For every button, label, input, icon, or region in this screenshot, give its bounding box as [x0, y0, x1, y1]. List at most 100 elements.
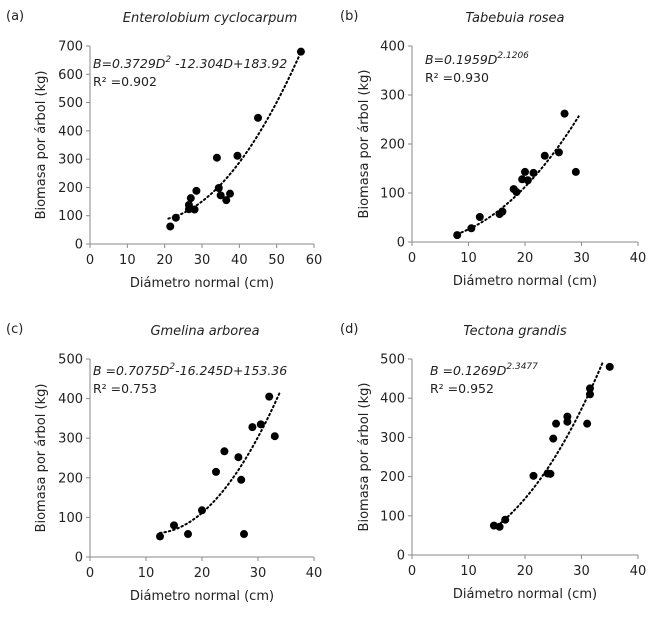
chart-panel-2: (b) Tabebuia rosea 0 100 200 300 400 0 10 20 30 40 D…: [340, 9, 646, 289]
y-axis-label: Biomasa por árbol (kg): [34, 384, 49, 533]
regression-equation: B=0.1959D2.1206: [425, 51, 529, 67]
data-point: [216, 191, 225, 200]
x-tick-label: 10: [460, 564, 477, 579]
equation-exponent: 2.3477: [506, 362, 538, 372]
trend-line: [167, 46, 304, 220]
y-tick-label: 0: [397, 549, 405, 564]
x-tick-label: 50: [268, 253, 285, 268]
trend-line: [159, 390, 282, 534]
x-tick-label: 20: [517, 564, 534, 579]
x-axis-label: Diámetro normal (cm): [130, 589, 274, 604]
x-tick-label: 10: [460, 251, 477, 266]
y-axis-label: Biomasa por árbol (kg): [357, 70, 372, 219]
data-point: [254, 113, 262, 122]
trend-line: [492, 360, 604, 530]
data-point: [467, 224, 476, 233]
chart-panel-4: (d) Tectona grandis 0 100 200 300 400 500 0 10 20 3…: [340, 322, 646, 602]
data-point: [583, 419, 592, 428]
data-point: [233, 151, 242, 160]
data-point: [265, 392, 274, 401]
data-point: [546, 469, 555, 478]
equation-main: B =0.1269D: [430, 363, 507, 378]
data-point: [212, 467, 220, 476]
data-point: [170, 521, 178, 530]
data-point: [184, 200, 193, 209]
data-point: [248, 423, 257, 432]
x-axis-label: Diámetro normal (cm): [130, 276, 274, 291]
x-tick-label: 0: [86, 566, 94, 581]
data-point: [192, 186, 201, 195]
x-tick-label: 30: [573, 251, 590, 266]
y-tick-label: 0: [397, 236, 405, 251]
y-tick-label: 400: [58, 124, 83, 139]
equation-exponent: 2.1206: [497, 51, 529, 61]
y-tick-label: 100: [380, 187, 405, 202]
data-point: [552, 419, 561, 428]
equation-tail: -12.304D+183.92: [171, 56, 287, 71]
y-tick-label: 200: [58, 471, 83, 486]
equation-exponent: 2: [165, 55, 171, 65]
r-squared: R² =0.753: [93, 381, 157, 396]
x-tick-label: 30: [573, 564, 590, 579]
y-tick-label: 500: [58, 96, 83, 111]
data-point: [166, 222, 175, 231]
panel-label: (b): [340, 9, 358, 24]
y-tick-label: 200: [380, 138, 405, 153]
x-tick-label: 40: [630, 251, 647, 266]
data-point: [198, 506, 206, 515]
y-tick-label: 700: [58, 40, 83, 55]
x-axis-label: Diámetro normal (cm): [453, 274, 597, 289]
x-tick-label: 10: [119, 253, 136, 268]
y-tick-label: 100: [58, 209, 83, 224]
x-tick-label: 40: [306, 566, 323, 581]
data-point: [171, 213, 180, 222]
x-tick-label: 10: [138, 566, 155, 581]
x-tick-label: 0: [408, 564, 416, 579]
x-tick-label: 30: [250, 566, 267, 581]
data-point: [453, 231, 462, 240]
data-point: [256, 420, 265, 429]
y-tick-label: 300: [380, 89, 405, 104]
data-point: [296, 47, 305, 56]
trend-line: [456, 115, 580, 236]
regression-equation: B=0.3729D2 -12.304D+183.92: [93, 55, 287, 71]
data-point: [184, 530, 192, 539]
equation-exponent: 2: [169, 362, 175, 372]
x-tick-label: 20: [194, 566, 211, 581]
data-point: [270, 432, 279, 441]
chart-panel-1: (a) Enterolobium cyclocarpum0100200300400…: [6, 9, 322, 291]
data-point: [523, 176, 532, 185]
data-point: [237, 475, 246, 484]
panel-label: (a): [6, 9, 24, 24]
x-tick-label: 0: [408, 251, 416, 266]
data-point: [549, 434, 558, 443]
chart-title: Tabebuia rosea: [465, 11, 564, 26]
y-tick-label: 200: [380, 470, 405, 485]
regression-equation: B =0.1269D2.3477: [430, 362, 538, 378]
panel-label: (c): [6, 322, 23, 337]
regression-equation: B =0.7075D2-16.245D+153.36: [93, 362, 287, 378]
y-tick-label: 500: [58, 353, 83, 368]
data-point: [571, 167, 580, 176]
equation-tail: -16.245D+153.36: [175, 363, 287, 378]
x-tick-label: 30: [194, 253, 211, 268]
data-point: [156, 532, 164, 541]
data-point: [540, 151, 549, 160]
equation-main: B =0.7075D: [93, 363, 170, 378]
data-point: [585, 384, 594, 393]
x-tick-label: 60: [306, 253, 323, 268]
data-point: [475, 213, 484, 222]
data-point: [529, 168, 538, 177]
data-point: [560, 109, 569, 118]
r-squared: R² =0.930: [425, 70, 489, 85]
data-point: [521, 167, 529, 176]
y-tick-label: 600: [58, 68, 83, 83]
data-point: [529, 471, 538, 480]
panel-label: (d): [340, 322, 358, 337]
x-tick-label: 0: [86, 253, 94, 268]
y-tick-label: 100: [380, 509, 405, 524]
data-point: [220, 447, 229, 456]
y-tick-label: 300: [58, 153, 83, 168]
chart-title: Gmelina arborea: [150, 324, 259, 339]
